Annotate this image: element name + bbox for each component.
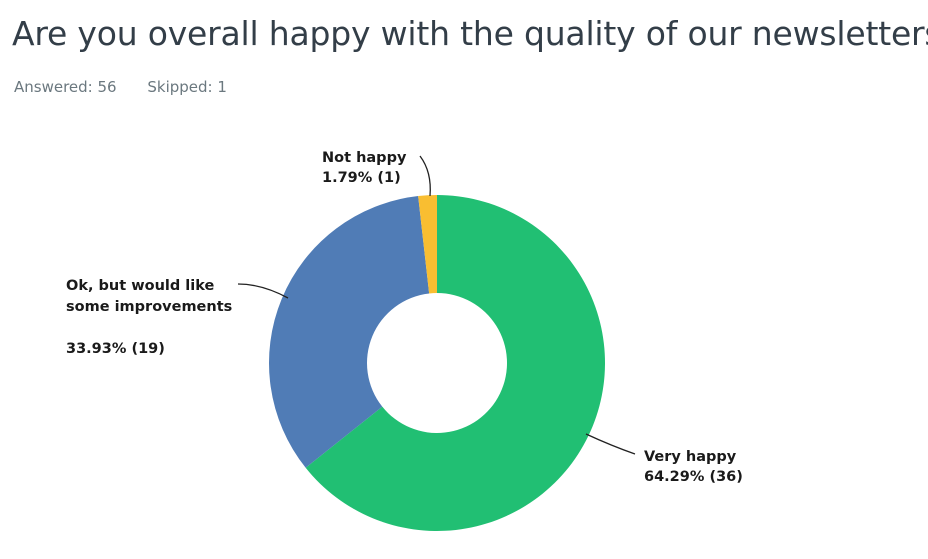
leader-line-very-happy xyxy=(585,433,636,455)
slice-not-happy xyxy=(418,195,437,294)
data-label-very-happy: Very happy 64.29% (36) xyxy=(644,449,743,485)
answered-count: Answered: 56 xyxy=(14,78,117,96)
question-title: Are you overall happy with the quality o… xyxy=(12,14,928,53)
data-label-not-happy: Not happy 1.79% (1) xyxy=(322,150,407,186)
skipped-count: Skipped: 1 xyxy=(147,78,227,96)
response-stats: Answered: 56 Skipped: 1 xyxy=(14,78,253,96)
slice-ok-but-would-like-some-improvements xyxy=(269,196,430,468)
leader-line-ok-but-would-like-some-improvements xyxy=(237,283,289,299)
leader-line-not-happy xyxy=(419,155,431,197)
data-label-ok-but-would-like-some-improvements: Ok, but would like some improvements 33.9… xyxy=(66,278,232,357)
slice-very-happy xyxy=(305,195,605,531)
